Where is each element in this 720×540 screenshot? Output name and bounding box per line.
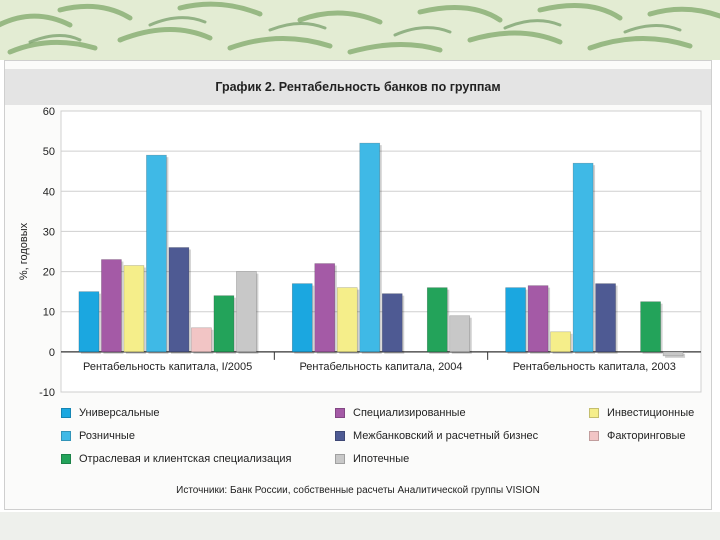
legend-swatch-3 (61, 431, 71, 441)
bar-3-1 (359, 142, 381, 353)
legend-item-2: Инвестиционные (589, 407, 694, 419)
y-tick-label-0: 60 (43, 106, 55, 118)
bar-1-0 (101, 259, 122, 353)
bar-4-2 (595, 283, 616, 353)
bar-4-1 (381, 293, 403, 353)
bar-1-1 (314, 263, 336, 353)
category-label-0: Рентабельность капитала, I/2005 (83, 361, 252, 373)
legend-label-6: Отраслевая и клиентская специализация (79, 453, 292, 465)
bar-6-1 (426, 287, 448, 353)
category-label-2: Рентабельность капитала, 2003 (513, 361, 676, 373)
category-label-1: Рентабельность капитала, 2004 (299, 361, 462, 373)
legend-item-6: Отраслевая и клиентская специализация (61, 453, 291, 465)
bar-2-1 (336, 287, 358, 353)
bar-1-2 (527, 285, 549, 353)
legend-item-5: Факторинговые (589, 430, 686, 442)
y-tick-label-2: 40 (43, 186, 55, 198)
legend-label-2: Инвестиционные (607, 407, 695, 419)
bar-7-2 (662, 351, 684, 357)
y-tick-label-3: 30 (43, 226, 55, 238)
y-axis-label: %, годовых (18, 222, 30, 280)
decorative-banner (0, 0, 720, 60)
bar-3-2 (572, 162, 594, 353)
legend-item-0: Универсальные (61, 407, 160, 419)
y-tick-label-6: 0 (49, 347, 55, 359)
bar-7-0 (236, 271, 257, 353)
legend-label-1: Специализированные (353, 407, 466, 419)
bar-4-0 (168, 247, 190, 353)
footer-band (0, 512, 720, 540)
legend-item-7: Ипотечные (335, 453, 409, 465)
bar-2-2 (550, 331, 571, 353)
chart-source-note: Источники: Банк России, собственные расч… (176, 485, 540, 496)
bar-2-0 (123, 265, 145, 353)
legend-label-0: Универсальные (79, 407, 160, 419)
legend-swatch-1 (335, 408, 345, 418)
legend-item-1: Специализированные (335, 407, 466, 419)
legend-swatch-2 (589, 408, 599, 418)
y-tick-label-4: 20 (43, 267, 55, 279)
legend-label-7: Ипотечные (353, 453, 410, 465)
chart-panel: График 2. Рентабельность банков по групп… (4, 60, 712, 510)
legend-swatch-4 (335, 431, 345, 441)
y-tick-label-7: -10 (39, 387, 55, 399)
bar-chart: 60 50 40 30 20 10 0 -10 %, годовых Рентабельность… (18, 106, 702, 399)
legend-item-4: Межбанковский и расчетный бизнес (335, 430, 538, 442)
legend-swatch-5 (589, 431, 599, 441)
chart-title: График 2. Рентабельность банков по групп… (5, 69, 711, 105)
legend-label-5: Факторинговые (607, 430, 686, 442)
bar-0-1 (291, 283, 313, 353)
legend-item-3: Розничные (61, 430, 135, 442)
bar-0-2 (505, 287, 526, 353)
y-tick-label-1: 50 (43, 146, 55, 158)
bar-0-0 (78, 291, 100, 353)
y-tick-label-5: 10 (43, 307, 55, 319)
legend-label-3: Розничные (79, 430, 135, 442)
bar-6-0 (213, 295, 235, 353)
bar-6-2 (640, 301, 661, 353)
legend-swatch-0 (61, 408, 71, 418)
legend-label-4: Межбанковский и расчетный бизнес (353, 430, 539, 442)
bar-7-1 (449, 315, 471, 353)
legend-swatch-7 (335, 454, 345, 464)
legend-swatch-6 (61, 454, 71, 464)
bar-5-0 (191, 327, 212, 353)
bar-3-0 (146, 154, 167, 353)
plot-area (60, 110, 702, 393)
